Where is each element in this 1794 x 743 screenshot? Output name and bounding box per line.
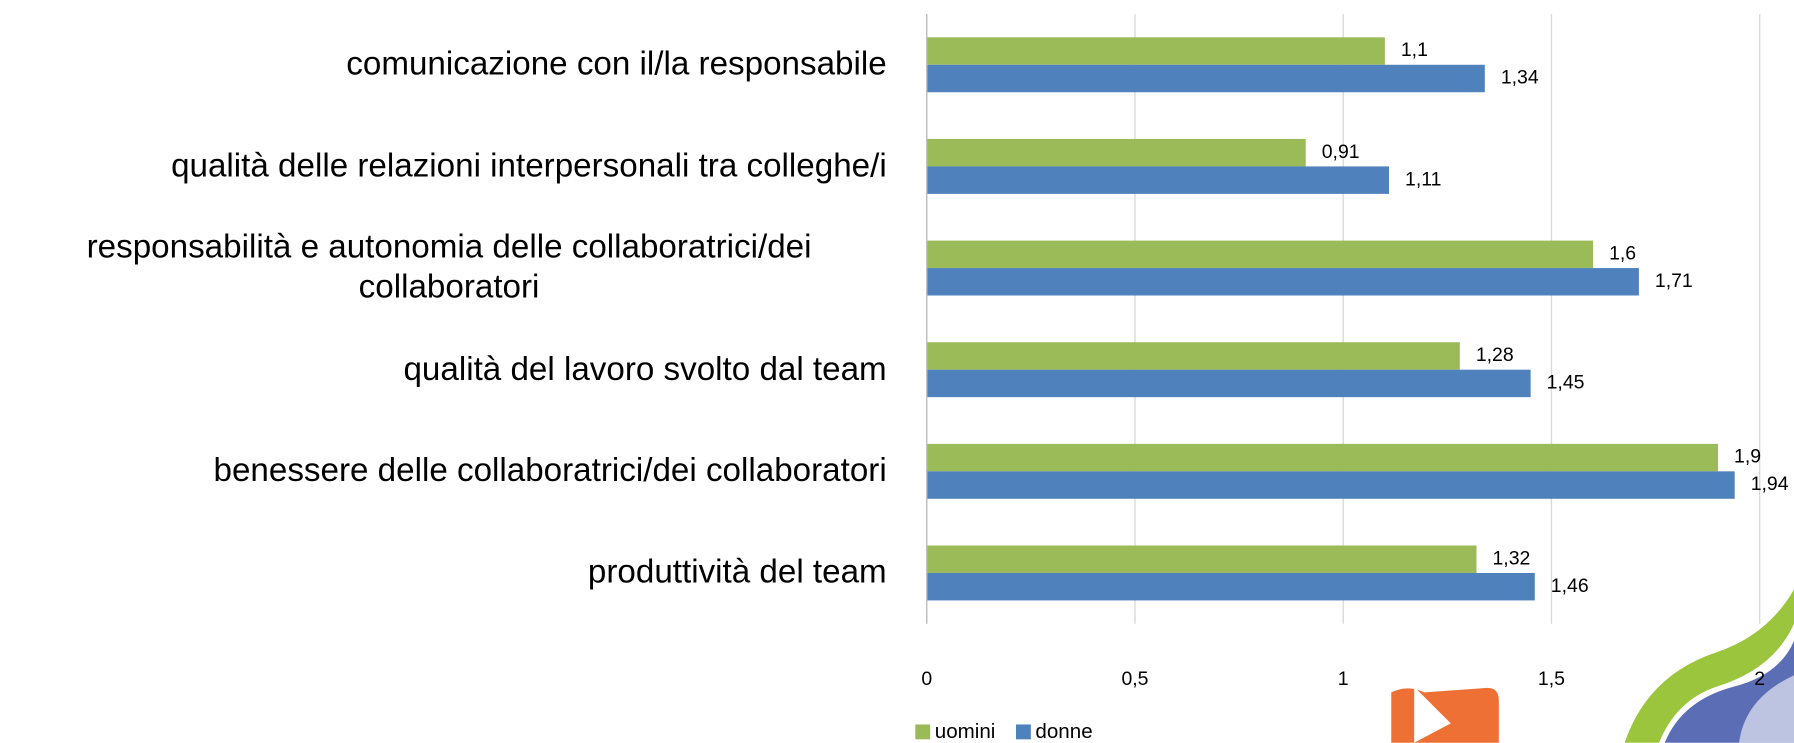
category-label-text: qualità delle relazioni interpersonali t… (171, 147, 887, 185)
value-label: 1,6 (1609, 242, 1636, 264)
x-tick-label: 0,5 (1121, 668, 1148, 690)
bar (926, 138, 1306, 167)
bar (926, 268, 1639, 296)
category-label-box: responsabilità e autonomia delle collabo… (0, 217, 887, 320)
value-label: 1,1 (1401, 39, 1428, 61)
bar (926, 471, 1735, 499)
bar (926, 369, 1531, 398)
category-label: qualità delle relazioni interpersonali t… (0, 115, 887, 218)
value-label: 1,32 (1492, 547, 1530, 569)
value-label: 1,9 (1734, 446, 1761, 468)
category-label: responsabilità e autonomia delle collabo… (0, 217, 887, 320)
category-label-box: produttività del team (0, 521, 887, 624)
value-label: 1,71 (1655, 270, 1693, 292)
category-label: benessere delle collaboratrici/dei colla… (0, 420, 887, 523)
logo (1391, 589, 1794, 743)
x-tick-label: 0 (921, 668, 932, 690)
value-label: 1,11 (1405, 168, 1441, 190)
bar (926, 572, 1535, 601)
category-label-box: qualità delle relazioni interpersonali t… (0, 115, 887, 218)
bar (926, 342, 1460, 370)
value-label: 1,46 (1551, 575, 1589, 597)
value-label: 0,91 (1322, 141, 1360, 163)
category-label-text: produttività del team (587, 554, 887, 591)
legend-swatch (1015, 724, 1031, 740)
value-label: 1,45 (1547, 372, 1585, 394)
category-label-text: comunicazione con il/la responsabile (346, 45, 887, 83)
x-tick-label: 2 (1754, 668, 1765, 690)
category-label-text: qualità del lavoro svolto dal team (403, 350, 887, 388)
bar (926, 545, 1477, 573)
value-label: 1,94 (1751, 473, 1789, 495)
legend-label: donne (1035, 720, 1092, 743)
category-label: qualità del lavoro svolto dal team (0, 318, 887, 421)
category-label-box: benessere delle collaboratrici/dei colla… (0, 420, 887, 523)
category-label-box: comunicazione con il/la responsabile (0, 13, 887, 116)
category-label: comunicazione con il/la responsabile (0, 13, 887, 116)
bar (926, 166, 1390, 194)
legend-label: uomini (935, 720, 996, 743)
category-label-box: qualità del lavoro svolto dal team (0, 318, 887, 421)
category-label: produttività del team (0, 521, 887, 624)
value-label: 1,34 (1501, 67, 1539, 89)
category-label-text: benessere delle collaboratrici/dei colla… (213, 452, 887, 490)
bar (926, 37, 1385, 65)
x-tick-label: 1 (1338, 668, 1349, 690)
bar (926, 64, 1485, 93)
x-tick-label: 1,5 (1538, 668, 1565, 690)
bar (926, 443, 1719, 472)
category-label-text: responsabilità e autonomia delle collabo… (86, 229, 812, 306)
value-label: 1,28 (1476, 344, 1514, 366)
legend-swatch (915, 724, 931, 740)
bar (926, 240, 1594, 269)
